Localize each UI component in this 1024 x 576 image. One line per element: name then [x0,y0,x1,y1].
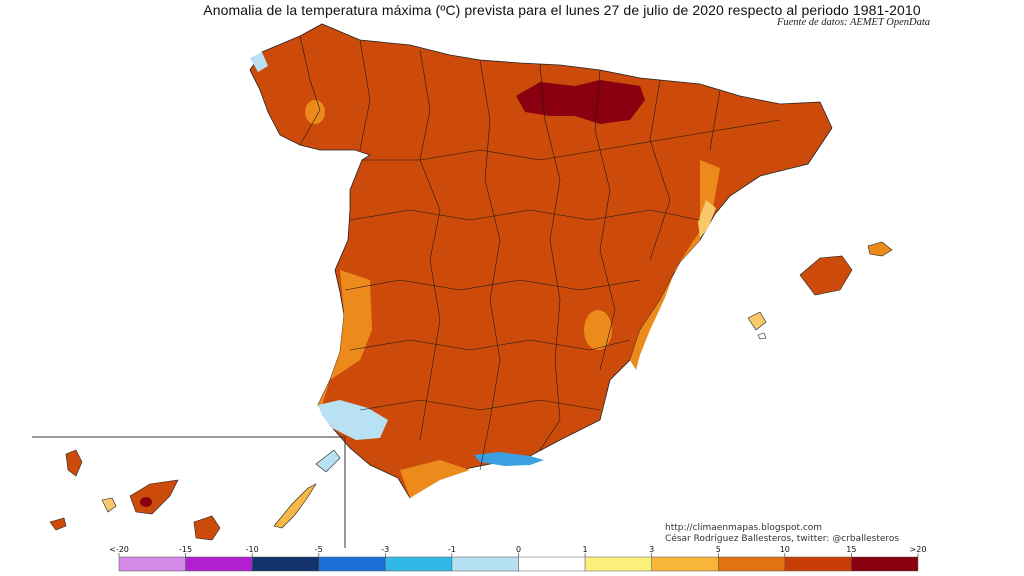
coastal-moderate-west [318,270,372,405]
formentera [757,332,767,340]
legend-swatch [451,556,519,572]
province-borders [299,35,781,471]
legend-label: 10 [780,545,790,554]
legend-label: -1 [448,545,456,554]
iberian-peninsula [249,23,833,499]
gran-canaria [193,515,221,541]
legend-swatch [385,556,453,572]
credits: http://climaenmapas.blogspot.com César R… [665,523,899,545]
gulf-cadiz-cool [318,400,388,440]
legend-label: -5 [315,545,323,554]
credits-url: http://climaenmapas.blogspot.com [665,523,823,533]
color-legend: <-20 -15 -10 -5 -3 -1 0 1 3 5 10 15 >20 [109,545,926,572]
legend-swatch [318,556,386,572]
legend-label: 1 [583,545,588,554]
legend-swatch [718,556,786,572]
el-hierro [49,517,67,531]
extreme-anomaly-region [516,80,645,124]
coastal-moderate-east [630,160,720,370]
la-gomera [101,497,117,513]
mallorca [799,255,853,296]
credits-author: César Rodríguez Ballesteros, twitter: @c… [665,534,900,544]
legend-swatch [118,556,186,572]
legend-label: 15 [846,545,856,554]
legend-label: >20 [910,545,927,554]
galicia-moderate-patch [305,100,325,124]
tenerife [129,479,179,515]
menorca [867,241,893,257]
data-source: Fuente de datos: AEMET OpenData [776,17,930,28]
almeria-coast-cold [474,452,544,466]
legend-swatch [518,556,586,572]
legend-label: 5 [716,545,721,554]
legend-label: 0 [516,545,521,554]
tenerife-teide [140,497,152,507]
legend-swatch [185,556,253,572]
legend-label: -3 [381,545,389,554]
valencia-mild-coast [698,200,716,238]
la-palma [65,449,83,477]
legend-swatch [651,556,719,572]
legend-swatch [584,556,652,572]
legend-label: -10 [246,545,259,554]
lanzarote [315,449,341,473]
ibiza [747,311,767,331]
canary-inset-border [32,436,346,548]
balearic-islands [747,241,893,340]
legend-swatch [851,556,919,572]
legend-label: 3 [649,545,654,554]
fuerteventura [273,483,317,529]
legend-labels: <-20 -15 -10 -5 -3 -1 0 1 3 5 10 15 >20 [109,545,926,557]
legend-swatch [784,556,852,572]
inland-moderate-patch [584,310,612,350]
legend-swatch [251,556,320,572]
map-title: Anomalia de la temperatura máxima (ºC) p… [203,2,921,18]
legend-label: <-20 [109,545,129,554]
legend-label: -15 [179,545,192,554]
galicia-cool-tip [250,52,268,72]
canary-islands [49,449,341,541]
coastal-moderate-south [400,460,470,498]
legend-swatches [118,556,919,572]
